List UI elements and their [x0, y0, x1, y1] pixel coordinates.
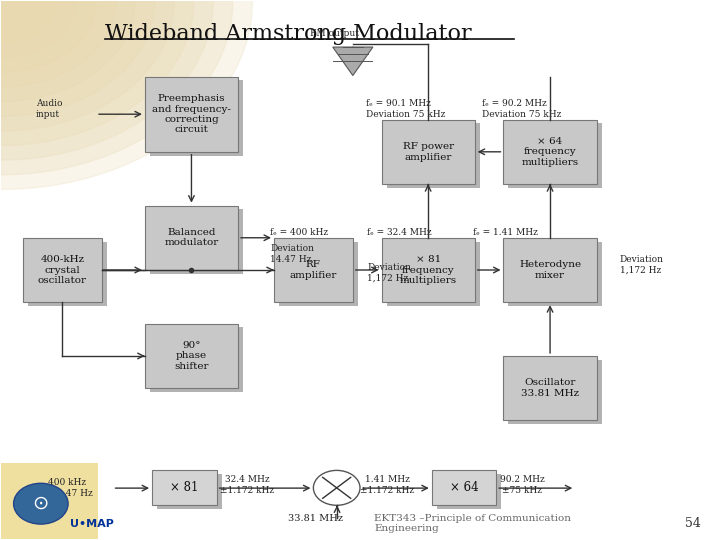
FancyBboxPatch shape: [145, 206, 238, 270]
Text: 1.41 MHz
±1.172 kHz: 1.41 MHz ±1.172 kHz: [360, 475, 414, 495]
Text: RF power
amplifier: RF power amplifier: [402, 142, 454, 161]
Circle shape: [0, 0, 96, 72]
Circle shape: [0, 0, 194, 145]
Text: fₑ = 90.1 MHz
Deviation 75 kHz: fₑ = 90.1 MHz Deviation 75 kHz: [366, 99, 445, 119]
FancyBboxPatch shape: [508, 360, 602, 424]
Text: 90.2 MHz
±75 kHz: 90.2 MHz ±75 kHz: [500, 475, 544, 495]
Text: fₑ = 32.4 MHz: fₑ = 32.4 MHz: [367, 228, 432, 237]
FancyBboxPatch shape: [508, 241, 602, 306]
Circle shape: [0, 0, 253, 190]
FancyBboxPatch shape: [503, 356, 597, 421]
FancyBboxPatch shape: [152, 470, 217, 505]
Circle shape: [0, 0, 213, 160]
Text: 32.4 MHz
±1.172 kHz: 32.4 MHz ±1.172 kHz: [220, 475, 274, 495]
Polygon shape: [333, 47, 373, 76]
Text: Audio
input: Audio input: [36, 99, 63, 119]
FancyBboxPatch shape: [23, 238, 102, 302]
FancyBboxPatch shape: [145, 77, 238, 152]
Text: Balanced
modulator: Balanced modulator: [164, 228, 219, 247]
Text: × 81: × 81: [170, 481, 199, 494]
Circle shape: [14, 483, 68, 524]
FancyBboxPatch shape: [508, 123, 602, 188]
Text: 400 kHz
± 14.47 Hz: 400 kHz ± 14.47 Hz: [41, 478, 93, 498]
Text: Oscillator
33.81 MHz: Oscillator 33.81 MHz: [521, 379, 579, 398]
Text: 400-kHz
crystal
oscillator: 400-kHz crystal oscillator: [38, 255, 87, 285]
FancyBboxPatch shape: [382, 238, 474, 302]
Text: FM output: FM output: [310, 29, 359, 38]
Text: × 64
frequency
multipliers: × 64 frequency multipliers: [521, 137, 579, 167]
Text: U•MAP: U•MAP: [70, 518, 114, 529]
FancyBboxPatch shape: [387, 241, 480, 306]
FancyBboxPatch shape: [150, 210, 243, 274]
Text: Deviation
14.47 Hz: Deviation 14.47 Hz: [270, 244, 315, 264]
FancyBboxPatch shape: [145, 323, 238, 388]
Circle shape: [0, 0, 37, 28]
Text: 54: 54: [685, 517, 701, 530]
FancyBboxPatch shape: [279, 241, 358, 306]
Text: Wideband Armstrong Modulator: Wideband Armstrong Modulator: [105, 23, 472, 45]
Text: Preemphasis
and frequency-
correcting
circuit: Preemphasis and frequency- correcting ci…: [152, 94, 231, 134]
FancyBboxPatch shape: [382, 119, 474, 184]
Text: EKT343 –Principle of Communication
Engineering: EKT343 –Principle of Communication Engin…: [374, 514, 572, 534]
Circle shape: [0, 0, 174, 131]
Text: × 64: × 64: [450, 481, 478, 494]
Text: × 81
frequency
multipliers: × 81 frequency multipliers: [400, 255, 456, 285]
Circle shape: [0, 0, 76, 58]
Text: Deviation
1,172 Hz: Deviation 1,172 Hz: [367, 263, 411, 282]
FancyBboxPatch shape: [503, 119, 597, 184]
Text: fₑ = 90.2 MHz
Deviation 75 kHz: fₑ = 90.2 MHz Deviation 75 kHz: [482, 99, 562, 119]
FancyBboxPatch shape: [437, 474, 501, 509]
FancyBboxPatch shape: [503, 238, 597, 302]
Circle shape: [0, 0, 155, 116]
Text: fₑ = 1.41 MHz: fₑ = 1.41 MHz: [473, 228, 538, 237]
FancyBboxPatch shape: [432, 470, 496, 505]
Text: RF
amplifier: RF amplifier: [289, 260, 337, 280]
Text: fₑ = 400 kHz: fₑ = 400 kHz: [270, 228, 328, 237]
Circle shape: [0, 0, 57, 43]
Circle shape: [0, 0, 233, 175]
Circle shape: [0, 0, 135, 102]
Circle shape: [313, 470, 360, 505]
FancyBboxPatch shape: [387, 123, 480, 188]
FancyBboxPatch shape: [150, 327, 243, 392]
Text: ⊙: ⊙: [32, 494, 49, 513]
Text: 90°
phase
shifter: 90° phase shifter: [174, 341, 209, 371]
FancyBboxPatch shape: [1, 463, 98, 538]
FancyBboxPatch shape: [274, 238, 353, 302]
Circle shape: [0, 0, 115, 87]
Text: Heterodyne
mixer: Heterodyne mixer: [519, 260, 581, 280]
Text: Deviation
1,172 Hz: Deviation 1,172 Hz: [620, 255, 664, 274]
FancyBboxPatch shape: [150, 80, 243, 156]
FancyBboxPatch shape: [28, 241, 107, 306]
Text: 33.81 MHz: 33.81 MHz: [288, 514, 343, 523]
FancyBboxPatch shape: [157, 474, 222, 509]
